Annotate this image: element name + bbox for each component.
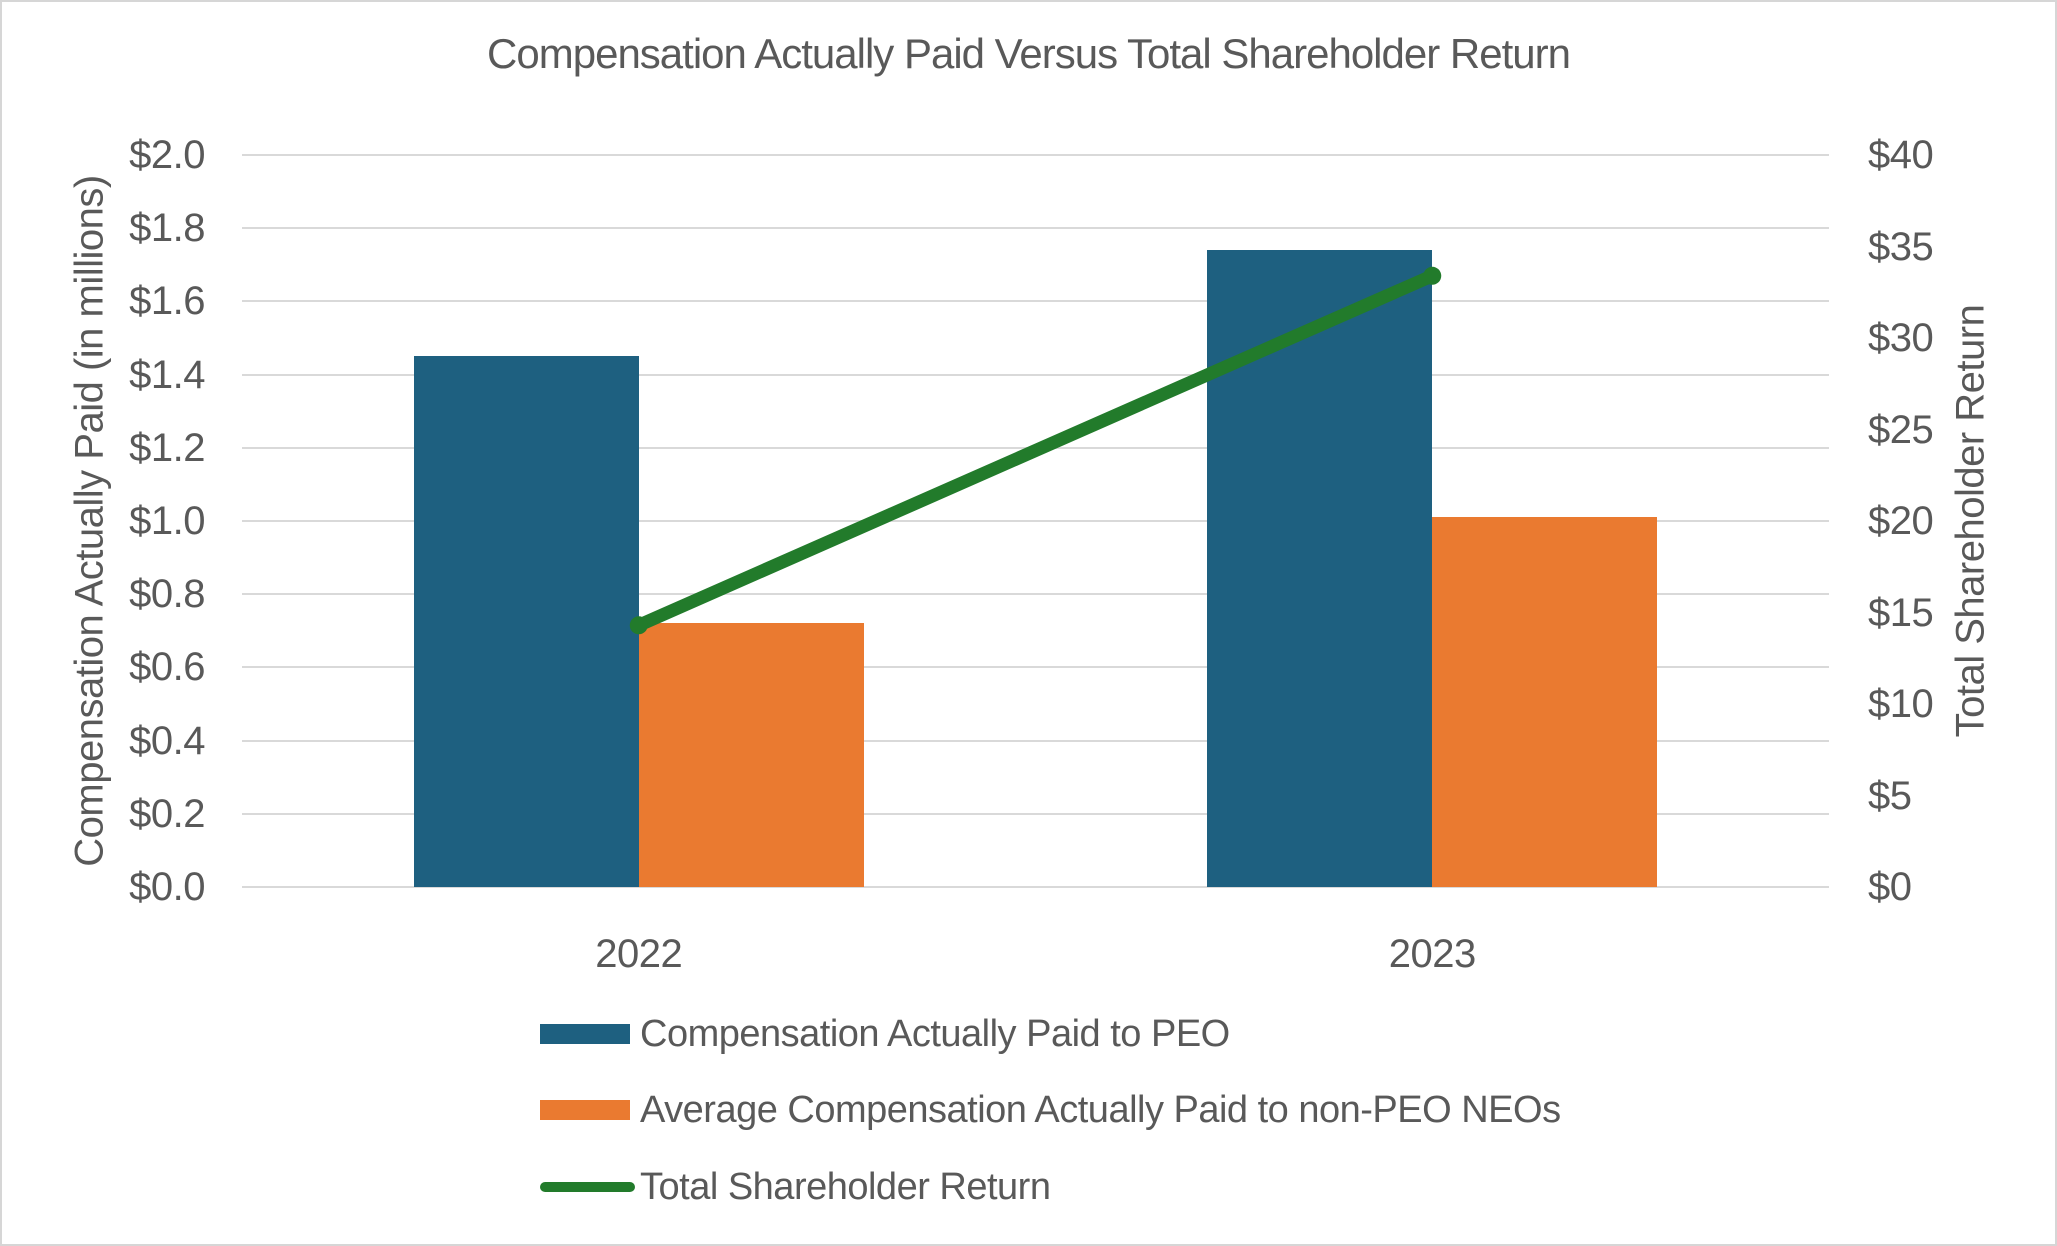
gridline bbox=[242, 227, 1829, 230]
legend-line-swatch bbox=[540, 1182, 635, 1192]
chart-title: Compensation Actually Paid Versus Total … bbox=[487, 30, 1571, 77]
left-axis-tick: $0.4 bbox=[129, 718, 205, 763]
left-axis-tick: $1.6 bbox=[129, 279, 205, 324]
left-axis-tick: $1.2 bbox=[129, 425, 205, 470]
right-axis-tick: $5 bbox=[1868, 773, 1912, 818]
right-axis-tick: $40 bbox=[1868, 133, 1934, 177]
left-axis-title: Compensation Actually Paid (in millions) bbox=[67, 175, 112, 867]
gridline bbox=[242, 812, 1829, 815]
right-axis-tick: $25 bbox=[1868, 407, 1934, 452]
category-label-2022: 2022 bbox=[595, 932, 683, 976]
category-label-2023: 2023 bbox=[1388, 932, 1476, 976]
legend-item: Total Shareholder Return bbox=[540, 1165, 1640, 1209]
right-axis-tick: $35 bbox=[1868, 224, 1934, 269]
left-axis-tick: $0.8 bbox=[129, 572, 205, 617]
gridline bbox=[242, 300, 1829, 303]
left-axis-tick: $1.8 bbox=[129, 206, 205, 251]
legend-bar-swatch bbox=[540, 1024, 630, 1044]
gridline bbox=[242, 154, 1829, 156]
left-axis-tick: $2.0 bbox=[129, 133, 205, 177]
neo-bar-2022 bbox=[638, 623, 864, 887]
gridline bbox=[242, 886, 1829, 888]
right-axis-title: Total Shareholder Return bbox=[1948, 304, 1993, 738]
left-axis-tick: $0.6 bbox=[129, 645, 205, 690]
peo-bar-2022 bbox=[413, 356, 639, 887]
peo-bar-2023 bbox=[1207, 250, 1433, 887]
right-axis-tick: $30 bbox=[1868, 316, 1934, 360]
gridline bbox=[242, 739, 1829, 742]
left-axis-tick: $0.0 bbox=[129, 865, 205, 909]
right-axis-tick: $15 bbox=[1868, 590, 1934, 635]
legend-item: Compensation Actually Paid to PEO bbox=[540, 1012, 1640, 1056]
left-axis-tick: $0.2 bbox=[129, 791, 205, 836]
legend-label: Compensation Actually Paid to PEO bbox=[640, 1013, 1230, 1055]
right-axis-tick: $0 bbox=[1868, 865, 1912, 909]
legend-label: Total Shareholder Return bbox=[640, 1166, 1051, 1208]
right-axis-tick: $20 bbox=[1868, 499, 1934, 543]
left-axis-tick: $1.0 bbox=[129, 499, 205, 543]
right-axis-tick: $10 bbox=[1868, 682, 1934, 726]
legend-bar-swatch bbox=[540, 1100, 630, 1120]
neo-bar-2023 bbox=[1432, 517, 1658, 887]
legend-item: Average Compensation Actually Paid to no… bbox=[540, 1088, 1640, 1132]
gridline bbox=[242, 666, 1829, 669]
legend-label: Average Compensation Actually Paid to no… bbox=[640, 1089, 1561, 1131]
left-axis-tick: $1.4 bbox=[129, 352, 205, 397]
